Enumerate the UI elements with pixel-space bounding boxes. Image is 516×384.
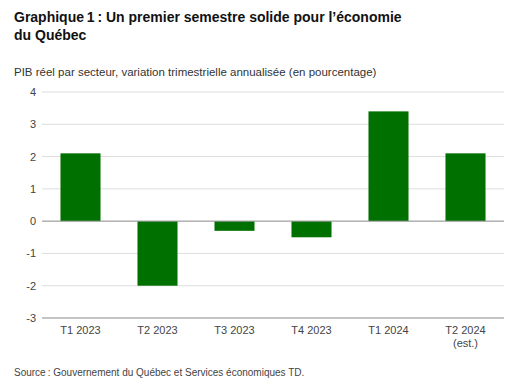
y-tick-label: 2 xyxy=(30,151,36,163)
x-tick-label: T3 2023 xyxy=(214,324,254,336)
x-tick-line: (est.) xyxy=(453,337,478,349)
x-tick-label: T1 2023 xyxy=(60,324,100,336)
x-tick-label: T2 2023 xyxy=(137,324,177,336)
x-tick-line: T2 2024 xyxy=(445,324,485,336)
y-tick-label: 3 xyxy=(30,118,36,130)
subtitle: PIB réel par secteur, variation trimestr… xyxy=(14,66,377,78)
bar xyxy=(214,221,254,231)
title-line: du Québec xyxy=(14,27,87,43)
y-tick-label: -1 xyxy=(26,247,36,259)
bar xyxy=(60,153,100,221)
title: Graphique 1 : Un premier semestre solide… xyxy=(14,9,402,43)
source: Source : Gouvernement du Québec et Servi… xyxy=(14,367,304,378)
grid-line xyxy=(42,318,504,319)
background xyxy=(0,0,516,384)
title-line: Graphique 1 : Un premier semestre solide… xyxy=(14,9,402,25)
grid-line xyxy=(42,285,504,286)
bar xyxy=(445,153,485,221)
y-tick-label: 4 xyxy=(30,86,36,98)
x-tick-label: T1 2024 xyxy=(368,324,408,336)
x-axis: T1 2023 T2 2023 T3 2023 T4 2023 T1 2024 T2 20… xyxy=(60,324,485,349)
grid-line xyxy=(42,221,504,222)
bar xyxy=(137,221,177,286)
x-tick-line: T4 2023 xyxy=(291,324,331,336)
grid-line xyxy=(42,124,504,125)
grid-line xyxy=(42,92,504,93)
grid-line xyxy=(42,188,504,189)
x-tick-label: T4 2023 xyxy=(291,324,331,336)
grid-line xyxy=(42,156,504,157)
bar xyxy=(368,111,408,221)
zero-line xyxy=(42,221,504,222)
y-axis: -3 -2 -1 0 1 2 3 4 xyxy=(26,86,504,324)
x-tick-line: T2 2023 xyxy=(137,324,177,336)
x-axis-line xyxy=(42,318,504,319)
grid-line xyxy=(42,253,504,254)
x-tick-label: T2 2024(est.) xyxy=(445,324,485,349)
bar xyxy=(291,221,331,237)
x-tick-line: T1 2024 xyxy=(368,324,408,336)
x-tick-line: T3 2023 xyxy=(214,324,254,336)
y-tick-label: -3 xyxy=(26,312,36,324)
x-tick-line: T1 2023 xyxy=(60,324,100,336)
y-tick-label: 1 xyxy=(30,183,36,195)
y-tick-label: -2 xyxy=(26,280,36,292)
y-tick-label: 0 xyxy=(30,215,36,227)
bars xyxy=(60,111,485,285)
chart: Graphique 1 : Un premier semestre solide… xyxy=(0,0,516,384)
